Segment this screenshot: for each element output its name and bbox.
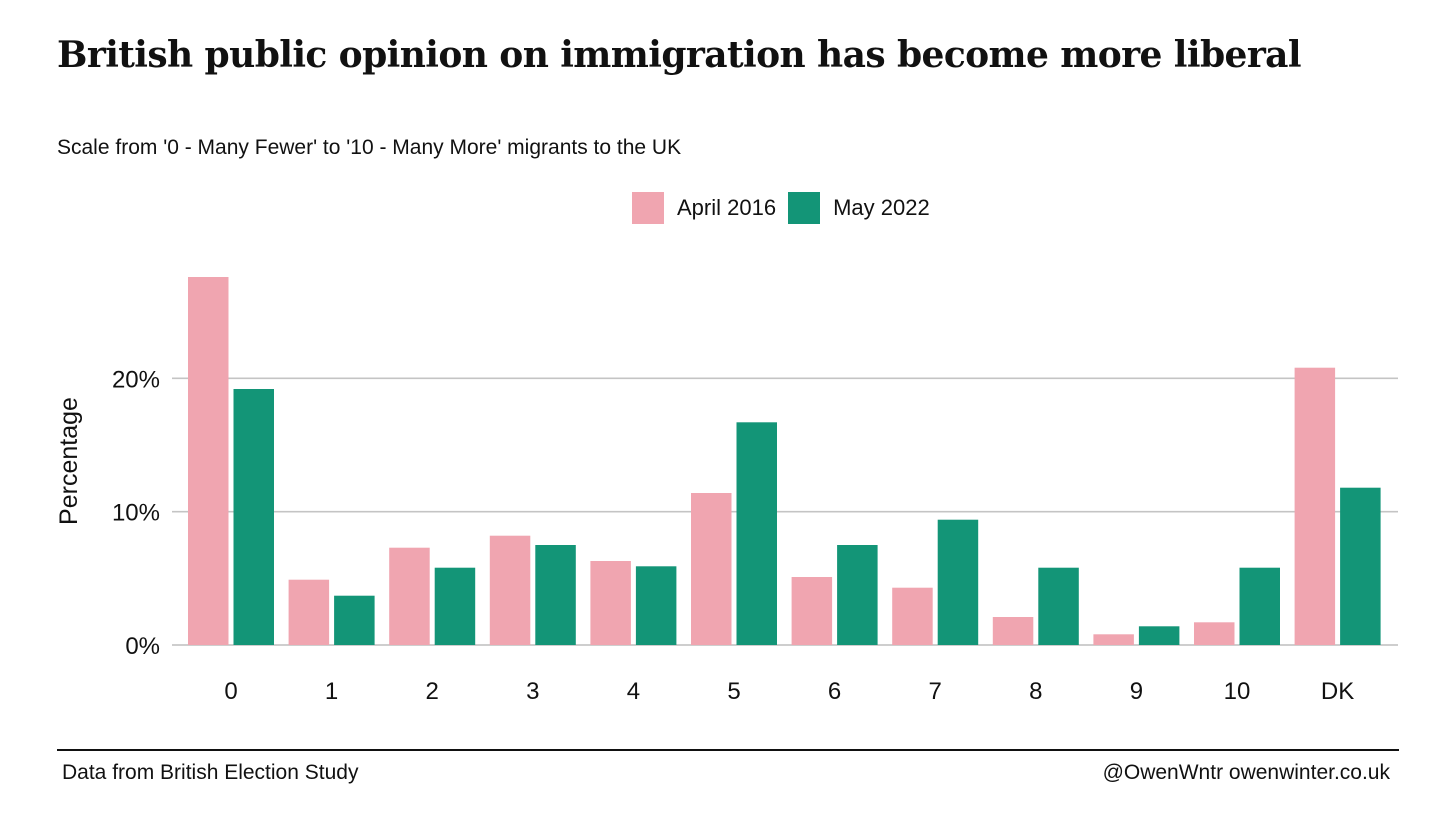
y-tick-label: 20% [112, 366, 160, 393]
legend-item-april-2016: April 2016 [632, 192, 776, 224]
bar-may-2022-4 [635, 566, 677, 645]
bars [188, 277, 1381, 645]
bar-may-2022-2 [434, 567, 476, 645]
bar-april-2016-5 [691, 493, 732, 645]
x-tick-label: 7 [929, 678, 942, 705]
legend-swatch-may-2022 [788, 192, 821, 224]
bar-april-2016-1 [288, 579, 330, 645]
y-tick-label: 10% [112, 500, 160, 527]
bar-april-2016-0 [188, 277, 229, 645]
chart-title: British public opinion on immigration ha… [57, 34, 1302, 76]
y-tick-label: 0% [125, 633, 160, 660]
bar-may-2022-7 [937, 519, 979, 645]
bar-april-2016-2 [389, 547, 430, 645]
bar-chart: 0% 10% 20% Percentage 0 1 2 3 4 5 6 7 8 9 10 DK [55, 277, 1398, 705]
bar-april-2016-3 [489, 535, 531, 645]
bar-april-2016-7 [892, 587, 933, 645]
x-tick-label: 9 [1130, 678, 1143, 705]
bar-may-2022-8 [1038, 567, 1079, 645]
chart-subtitle: Scale from '0 - Many Fewer' to '10 - Man… [57, 136, 682, 159]
legend: April 2016 May 2022 [632, 192, 942, 224]
legend-label-april-2016: April 2016 [677, 195, 777, 220]
bar-may-2022-1 [334, 595, 375, 645]
bar-april-2016-dk [1294, 367, 1336, 645]
footer-divider [57, 749, 1399, 751]
legend-swatch-april-2016 [632, 192, 664, 224]
bar-may-2022-3 [535, 545, 576, 645]
bar-may-2022-9 [1138, 626, 1180, 645]
bar-may-2022-0 [233, 389, 274, 645]
x-tick-label: 8 [1029, 678, 1042, 705]
bar-april-2016-6 [791, 577, 833, 645]
x-tick-label: DK [1321, 678, 1354, 705]
x-tick-label: 6 [828, 678, 841, 705]
x-tick-label: 2 [426, 678, 439, 705]
x-tick-label: 3 [526, 678, 539, 705]
x-tick-label: 1 [325, 678, 338, 705]
source-note: Data from British Election Study [62, 761, 359, 784]
author-credit: @OwenWntr owenwinter.co.uk [1102, 761, 1390, 784]
x-tick-label: 10 [1224, 678, 1251, 705]
bar-may-2022-6 [837, 545, 878, 645]
legend-label-may-2022: May 2022 [833, 195, 930, 220]
bar-april-2016-9 [1093, 634, 1134, 645]
legend-item-may-2022: May 2022 [788, 192, 930, 224]
bar-may-2022-5 [736, 422, 777, 645]
x-tick-label: 5 [727, 678, 740, 705]
axes: 0% 10% 20% Percentage 0 1 2 3 4 5 6 7 8 9 10 DK [55, 366, 1354, 705]
x-tick-label: 0 [224, 678, 237, 705]
bar-may-2022-10 [1239, 567, 1280, 645]
y-axis-title: Percentage [55, 397, 83, 525]
bar-april-2016-10 [1194, 622, 1235, 645]
x-tick-label: 4 [627, 678, 640, 705]
gridlines [172, 377, 1398, 646]
bar-may-2022-dk [1340, 487, 1381, 645]
bar-april-2016-8 [992, 617, 1034, 645]
bar-april-2016-4 [590, 561, 631, 645]
